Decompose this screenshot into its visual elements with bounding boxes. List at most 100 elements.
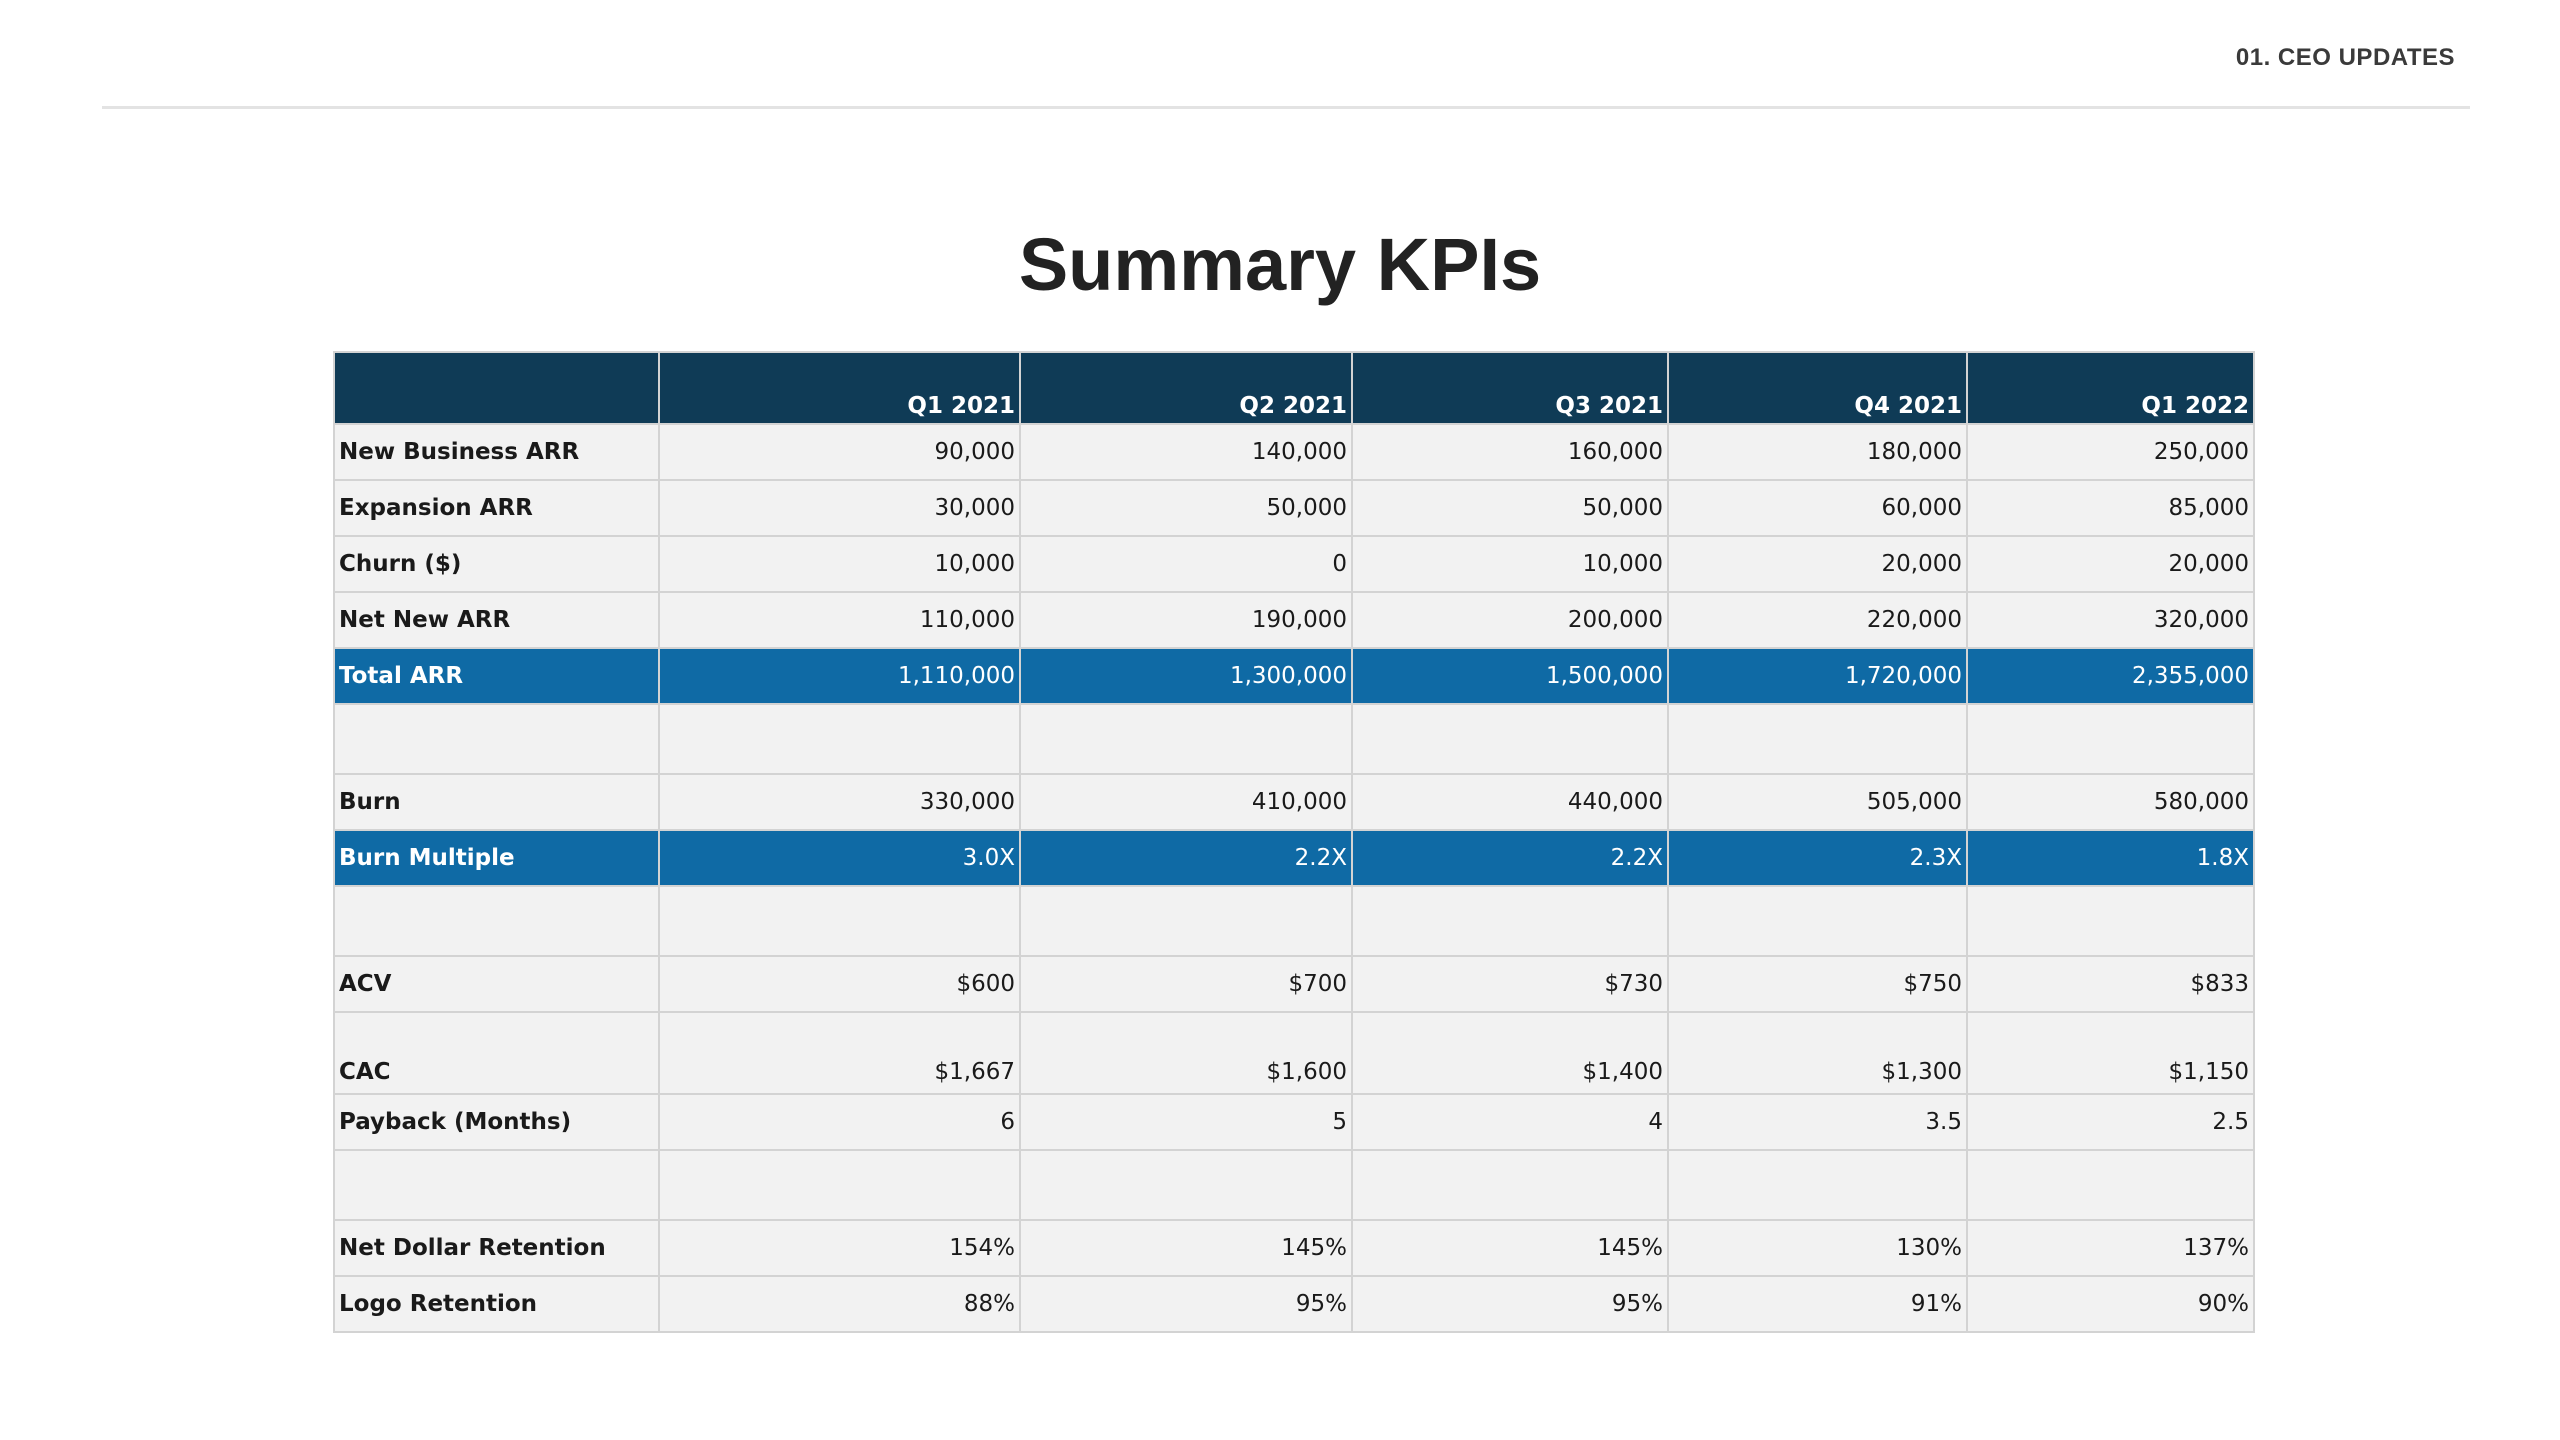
table-cell: 110,000 — [658, 591, 1021, 649]
table-cell: 10,000 — [658, 535, 1021, 593]
table-row-burn: Burn 330,000 410,000 440,000 505,000 580… — [333, 773, 2255, 831]
column-header: Q1 2022 — [1966, 351, 2255, 425]
empty-cell — [1351, 1149, 1669, 1221]
row-label: Net New ARR — [333, 591, 660, 649]
table-cell: 154% — [658, 1219, 1021, 1277]
section-label: 01. CEO UPDATES — [2235, 44, 2455, 71]
table-cell: 20,000 — [1966, 535, 2255, 593]
table-row-churn: Churn ($) 10,000 0 10,000 20,000 20,000 — [333, 535, 2255, 593]
table-cell: $600 — [658, 955, 1021, 1013]
empty-cell — [1667, 885, 1968, 957]
row-label: Burn — [333, 773, 660, 831]
empty-cell — [333, 1149, 660, 1221]
table-cell: 410,000 — [1019, 773, 1353, 831]
table-row-net-new-arr: Net New ARR 110,000 190,000 200,000 220,… — [333, 591, 2255, 649]
row-label: Churn ($) — [333, 535, 660, 593]
empty-cell — [1019, 1149, 1353, 1221]
table-row-spacer — [333, 1149, 2255, 1221]
table-cell: $1,600 — [1019, 1011, 1353, 1095]
page-title: Summary KPIs — [1018, 223, 1542, 306]
table-cell: 505,000 — [1667, 773, 1968, 831]
table-cell: 91% — [1667, 1275, 1968, 1333]
table-cell: 85,000 — [1966, 479, 2255, 537]
row-label: CAC — [333, 1011, 660, 1095]
column-header: Q4 2021 — [1667, 351, 1968, 425]
row-label: Expansion ARR — [333, 479, 660, 537]
table-cell: 10,000 — [1351, 535, 1669, 593]
table-cell: 145% — [1019, 1219, 1353, 1277]
table-cell: 145% — [1351, 1219, 1669, 1277]
table-cell: 1,110,000 — [658, 647, 1021, 705]
empty-cell — [1351, 703, 1669, 775]
empty-cell — [1667, 1149, 1968, 1221]
table-cell: 250,000 — [1966, 423, 2255, 481]
table-cell: 200,000 — [1351, 591, 1669, 649]
table-cell: 6 — [658, 1093, 1021, 1151]
table-cell: $700 — [1019, 955, 1353, 1013]
table-cell: 2.5 — [1966, 1093, 2255, 1151]
table-cell: 4 — [1351, 1093, 1669, 1151]
table-cell: 2.2X — [1351, 829, 1669, 887]
table-cell: 440,000 — [1351, 773, 1669, 831]
table-cell: 30,000 — [658, 479, 1021, 537]
table-header-row: Q1 2021 Q2 2021 Q3 2021 Q4 2021 Q1 2022 — [333, 351, 2255, 425]
table-cell: 1.8X — [1966, 829, 2255, 887]
table-cell: 330,000 — [658, 773, 1021, 831]
table-cell: 220,000 — [1667, 591, 1968, 649]
table-cell: $1,667 — [658, 1011, 1021, 1095]
table-cell: 50,000 — [1351, 479, 1669, 537]
table-row-net-dollar-retention: Net Dollar Retention 154% 145% 145% 130%… — [333, 1219, 2255, 1277]
column-header: Q3 2021 — [1351, 351, 1669, 425]
kpi-table: Q1 2021 Q2 2021 Q3 2021 Q4 2021 Q1 2022 … — [333, 351, 2255, 1333]
table-row-cac: CAC $1,667 $1,600 $1,400 $1,300 $1,150 — [333, 1011, 2255, 1095]
table-cell: 580,000 — [1966, 773, 2255, 831]
table-cell: 1,300,000 — [1019, 647, 1353, 705]
table-cell: 1,500,000 — [1351, 647, 1669, 705]
column-header: Q2 2021 — [1019, 351, 1353, 425]
row-label: Logo Retention — [333, 1275, 660, 1333]
table-cell: 95% — [1351, 1275, 1669, 1333]
table-cell: 3.5 — [1667, 1093, 1968, 1151]
table-cell: $730 — [1351, 955, 1669, 1013]
table-cell: 130% — [1667, 1219, 1968, 1277]
table-row-acv: ACV $600 $700 $730 $750 $833 — [333, 955, 2255, 1013]
table-cell: 90% — [1966, 1275, 2255, 1333]
row-label: Burn Multiple — [333, 829, 660, 887]
row-label: Net Dollar Retention — [333, 1219, 660, 1277]
table-cell: 320,000 — [1966, 591, 2255, 649]
empty-cell — [1966, 1149, 2255, 1221]
table-cell: 140,000 — [1019, 423, 1353, 481]
empty-cell — [1966, 885, 2255, 957]
table-cell: 90,000 — [658, 423, 1021, 481]
table-cell: $833 — [1966, 955, 2255, 1013]
empty-cell — [1351, 885, 1669, 957]
empty-cell — [1019, 885, 1353, 957]
table-cell: 60,000 — [1667, 479, 1968, 537]
table-cell: $1,300 — [1667, 1011, 1968, 1095]
table-cell: 2,355,000 — [1966, 647, 2255, 705]
table-cell: 20,000 — [1667, 535, 1968, 593]
table-row-total-arr: Total ARR 1,110,000 1,300,000 1,500,000 … — [333, 647, 2255, 705]
empty-cell — [658, 703, 1021, 775]
table-row-burn-multiple: Burn Multiple 3.0X 2.2X 2.2X 2.3X 1.8X — [333, 829, 2255, 887]
empty-cell — [1667, 703, 1968, 775]
row-label: Payback (Months) — [333, 1093, 660, 1151]
table-cell: 2.2X — [1019, 829, 1353, 887]
table-cell: $1,150 — [1966, 1011, 2255, 1095]
empty-cell — [1966, 703, 2255, 775]
empty-cell — [333, 703, 660, 775]
table-row-new-business-arr: New Business ARR 90,000 140,000 160,000 … — [333, 423, 2255, 481]
row-label: ACV — [333, 955, 660, 1013]
table-cell: 160,000 — [1351, 423, 1669, 481]
table-cell: 190,000 — [1019, 591, 1353, 649]
table-row-spacer — [333, 703, 2255, 775]
table-cell: 0 — [1019, 535, 1353, 593]
table-cell: $1,400 — [1351, 1011, 1669, 1095]
table-cell: 2.3X — [1667, 829, 1968, 887]
empty-cell — [658, 885, 1021, 957]
table-cell: 180,000 — [1667, 423, 1968, 481]
table-row-spacer — [333, 885, 2255, 957]
table-row-payback: Payback (Months) 6 5 4 3.5 2.5 — [333, 1093, 2255, 1151]
empty-cell — [658, 1149, 1021, 1221]
column-header-blank — [333, 351, 660, 425]
